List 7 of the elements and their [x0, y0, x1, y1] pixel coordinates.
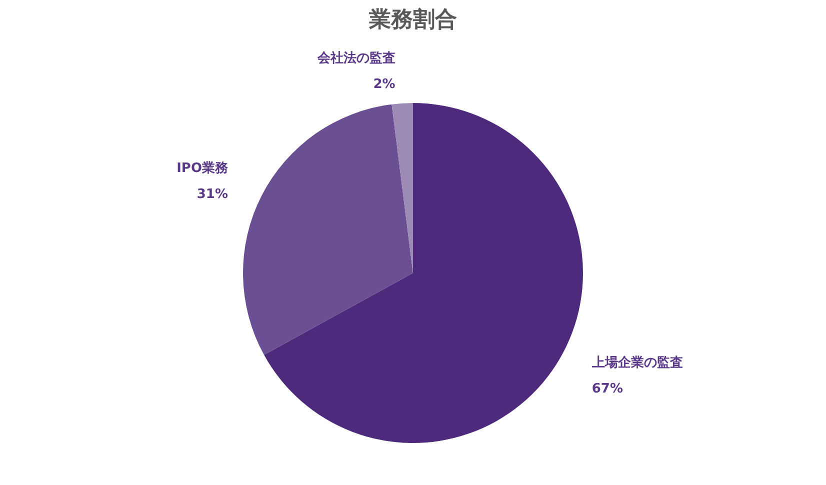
- chart-title: 業務割合: [368, 8, 457, 32]
- slice-label: 上場企業の監査: [590, 355, 683, 370]
- slice-label: IPO業務: [176, 160, 230, 176]
- data-label: 31%: [196, 186, 228, 202]
- data-label: 2%: [373, 76, 396, 92]
- slice-label: 会社法の監査: [316, 50, 396, 66]
- data-label: 67%: [592, 381, 623, 396]
